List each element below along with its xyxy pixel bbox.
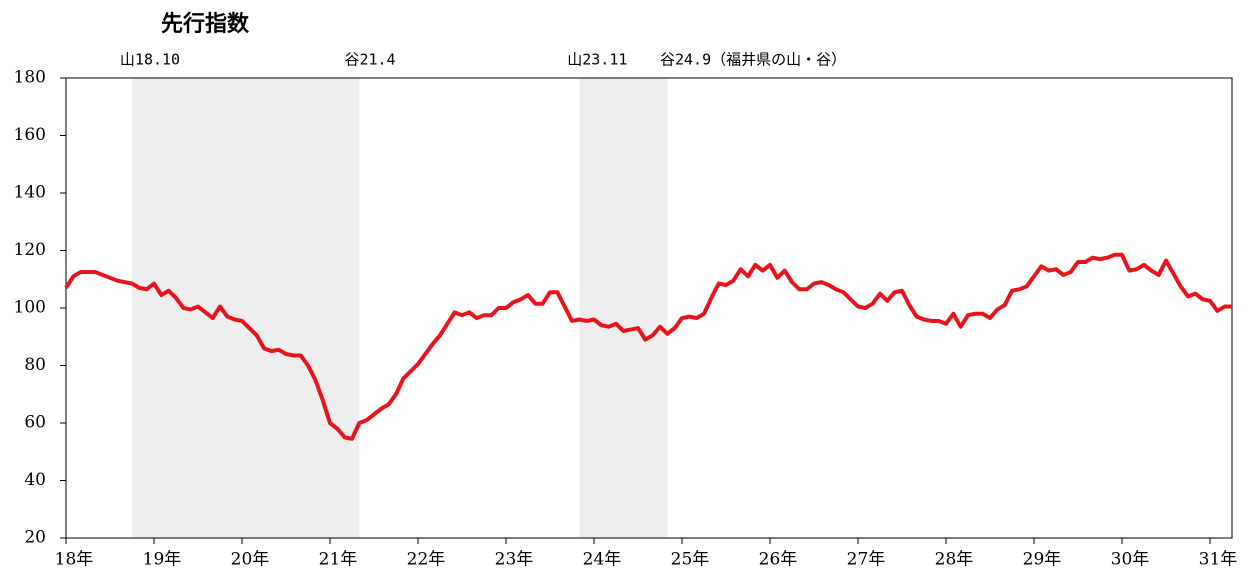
y-tick-label: 20 (24, 528, 46, 548)
x-tick-label: 20年 (231, 550, 270, 570)
x-tick-label: 26年 (759, 550, 798, 570)
annotation: 山23.11 (567, 51, 627, 69)
x-tick-label: 18年 (55, 550, 94, 570)
x-tick-label: 21年 (319, 550, 358, 570)
x-tick-label: 29年 (1023, 550, 1062, 570)
x-tick-label: 19年 (143, 550, 182, 570)
y-tick-label: 120 (14, 240, 46, 260)
x-tick-label: 27年 (847, 550, 886, 570)
x-tick-label: 24年 (583, 550, 622, 570)
shaded-period (132, 78, 360, 538)
shaded-period (579, 78, 668, 538)
x-tick-label: 25年 (671, 550, 710, 570)
y-tick-label: 40 (24, 470, 46, 490)
data-line (64, 252, 1232, 441)
y-tick-label: 60 (24, 413, 46, 433)
x-tick-label: 30年 (1111, 550, 1150, 570)
y-tick-label: 80 (24, 355, 46, 375)
y-tick-label: 100 (14, 298, 46, 318)
x-tick-label: 23年 (495, 550, 534, 570)
x-tick-label: 31年 (1199, 550, 1238, 570)
y-tick-label: 160 (14, 125, 46, 145)
y-tick-label: 180 (14, 68, 46, 88)
annotation: 山18.10 (120, 51, 180, 69)
x-tick-label: 22年 (407, 550, 446, 570)
annotation: 谷21.4 (344, 51, 395, 69)
chart-title: 先行指数 (161, 11, 250, 37)
y-tick-label: 140 (14, 183, 46, 203)
x-tick-label: 28年 (935, 550, 974, 570)
annotation: 谷24.9（福井県の山・谷） (660, 51, 846, 69)
